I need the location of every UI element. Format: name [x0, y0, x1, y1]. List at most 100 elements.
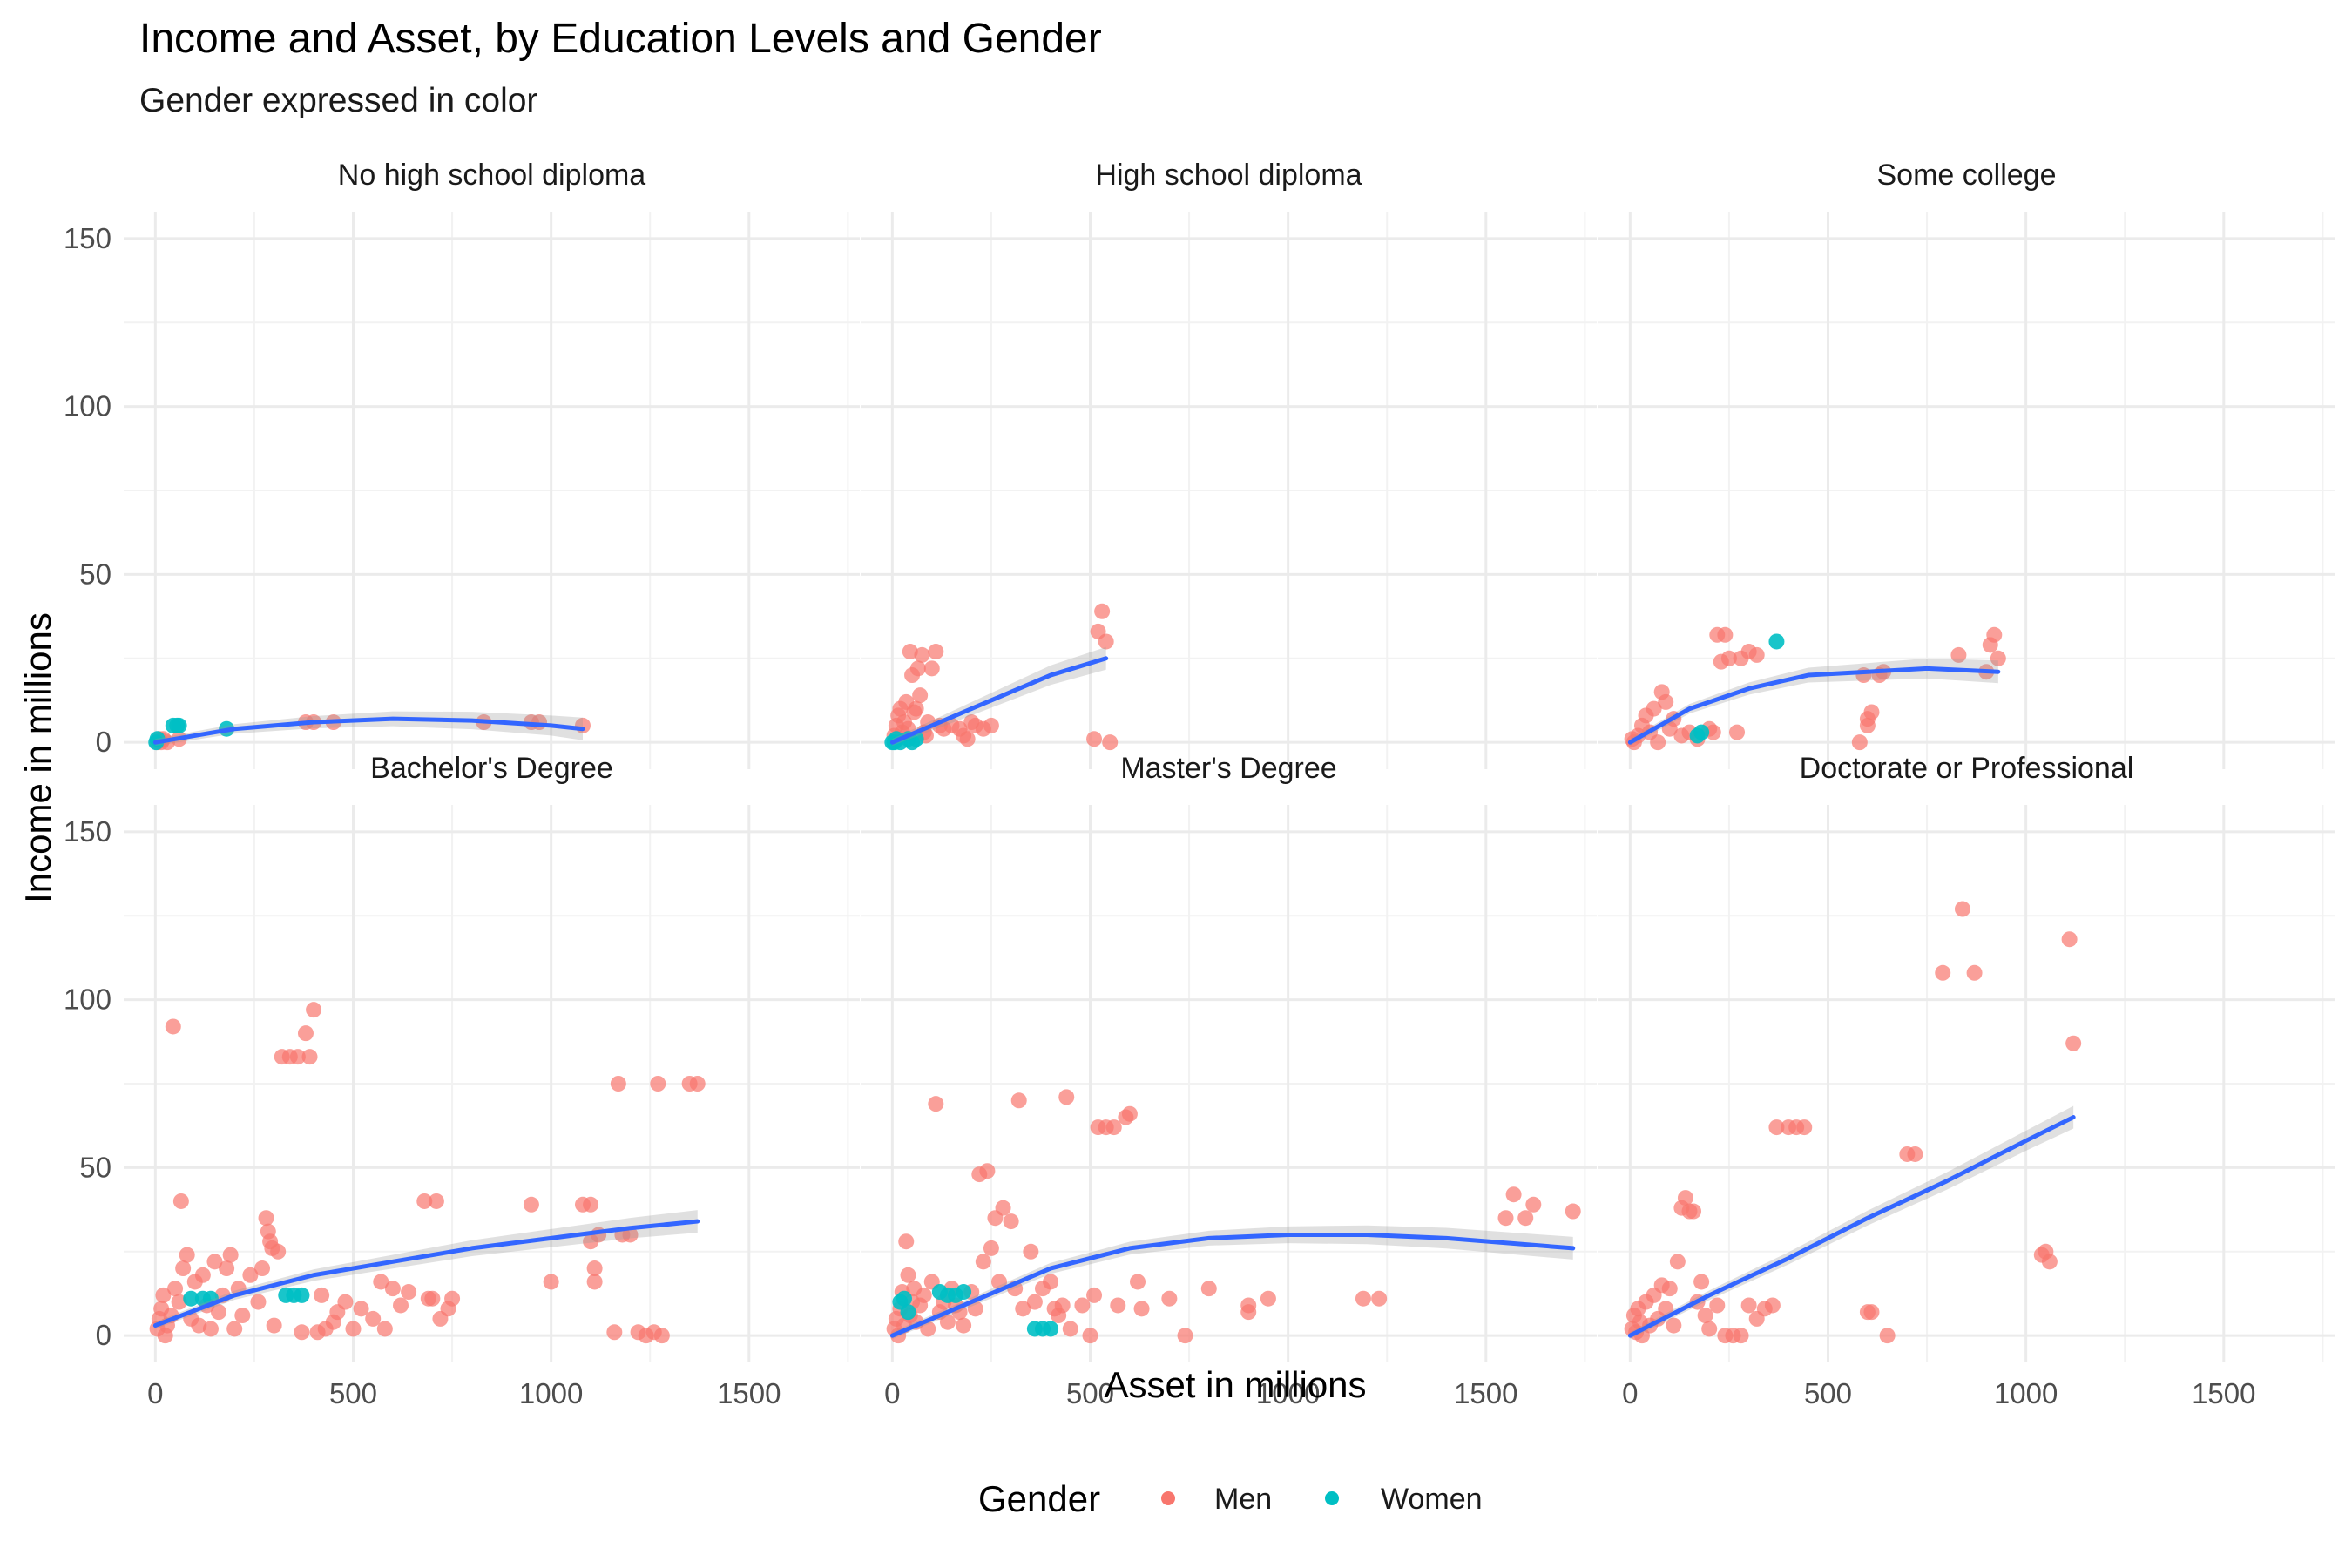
x-tick-label: 1000	[1994, 1377, 2058, 1409]
point-men	[171, 1294, 187, 1310]
point-men	[586, 1274, 603, 1290]
point-men	[2065, 1035, 2082, 1051]
point-men	[1355, 1290, 1371, 1307]
legend-label-women: Women	[1381, 1483, 1483, 1516]
point-men	[1658, 693, 1674, 710]
chart-subtitle: Gender expressed in color	[139, 82, 537, 119]
y-tick-label: 0	[96, 1319, 112, 1351]
y-tick-label: 150	[64, 815, 112, 848]
point-men	[1505, 1186, 1522, 1203]
facet-panel: High school diploma	[861, 159, 1597, 769]
point-men	[1950, 646, 1967, 663]
point-men	[172, 1193, 189, 1209]
point-men	[1966, 964, 1983, 981]
y-tick-label: 50	[79, 1151, 112, 1183]
point-men	[202, 1321, 219, 1337]
point-men	[1720, 650, 1737, 666]
point-men	[1768, 1119, 1785, 1136]
point-men	[1796, 1119, 1813, 1136]
point-men	[211, 1304, 227, 1321]
point-men	[206, 1254, 223, 1270]
point-women	[294, 1287, 310, 1303]
point-men	[1023, 1243, 1039, 1260]
point-men	[314, 1287, 330, 1303]
y-tick-label: 100	[64, 390, 112, 422]
point-men	[1851, 734, 1868, 751]
x-tick-label: 1000	[519, 1377, 583, 1409]
smooth-line	[1627, 666, 2001, 745]
point-men	[638, 1328, 654, 1344]
point-men	[1686, 1203, 1702, 1220]
point-men	[928, 1096, 944, 1112]
point-men	[1986, 626, 2003, 643]
confidence-band	[155, 1210, 698, 1329]
point-men	[610, 1076, 626, 1092]
point-men	[289, 1049, 306, 1065]
x-tick-label: 1500	[2192, 1377, 2255, 1409]
point-men	[306, 1002, 322, 1018]
y-tick-label: 50	[79, 558, 112, 590]
facet-panel: No high school diploma 0 50 100 150	[64, 159, 860, 769]
point-men	[226, 1321, 243, 1337]
point-men	[898, 1233, 915, 1250]
point-men	[1102, 734, 1119, 751]
x-tick-label: 0	[1622, 1377, 1638, 1409]
legend-title: Gender	[978, 1478, 1100, 1519]
point-men	[650, 1076, 666, 1092]
legend-label-men: Men	[1214, 1483, 1272, 1516]
point-men	[967, 1301, 983, 1317]
point-men	[523, 1196, 539, 1213]
point-men	[1130, 1274, 1146, 1290]
point-women	[171, 717, 187, 733]
x-tick-label: 1000	[1256, 1377, 1320, 1409]
point-men	[1161, 1290, 1178, 1307]
point-men	[1098, 633, 1114, 650]
point-men	[1371, 1290, 1388, 1307]
point-women	[1043, 1321, 1059, 1337]
smooth-line	[152, 716, 585, 745]
point-women	[1693, 724, 1710, 740]
point-men	[353, 1301, 369, 1317]
facet-panel: Some college	[1598, 159, 2335, 769]
x-tick-label: 500	[329, 1377, 377, 1409]
legend-key-men	[1161, 1491, 1175, 1505]
point-men	[337, 1294, 354, 1310]
point-men	[689, 1076, 706, 1092]
point-men	[1094, 603, 1111, 619]
point-men	[1729, 724, 1746, 740]
point-men	[900, 1267, 916, 1283]
point-men	[297, 1025, 314, 1042]
point-men	[1693, 1274, 1710, 1290]
facet-label: Some college	[1876, 159, 2056, 192]
point-men	[1748, 646, 1765, 663]
point-women	[183, 1290, 199, 1307]
point-men	[155, 1287, 172, 1303]
point-men	[1954, 901, 1970, 917]
point-men	[242, 1267, 259, 1283]
point-men	[428, 1193, 444, 1209]
point-men	[956, 1317, 972, 1334]
point-men	[1764, 1297, 1781, 1314]
x-tick-label: 1500	[1454, 1377, 1517, 1409]
point-men	[959, 731, 976, 747]
point-men	[1697, 1308, 1713, 1324]
point-men	[1062, 1321, 1078, 1337]
point-men	[975, 1254, 991, 1270]
point-men	[923, 660, 940, 677]
point-men	[909, 660, 926, 677]
point-men	[194, 1267, 211, 1283]
point-men	[294, 1324, 310, 1341]
point-men	[622, 1227, 639, 1243]
x-tick-label: 1500	[717, 1377, 781, 1409]
point-men	[991, 1274, 1008, 1290]
point-men	[1086, 1287, 1103, 1303]
facet-panel: Doctorate or Professional 0 500 1000 1500	[1598, 752, 2335, 1409]
smooth-line	[152, 1219, 700, 1328]
point-men	[583, 1196, 599, 1213]
point-men	[175, 1260, 192, 1277]
smooth-line	[889, 656, 1109, 745]
point-men	[1121, 1105, 1138, 1122]
point-men	[1740, 1297, 1757, 1314]
y-tick-label: 0	[96, 726, 112, 758]
point-men	[270, 1243, 287, 1260]
